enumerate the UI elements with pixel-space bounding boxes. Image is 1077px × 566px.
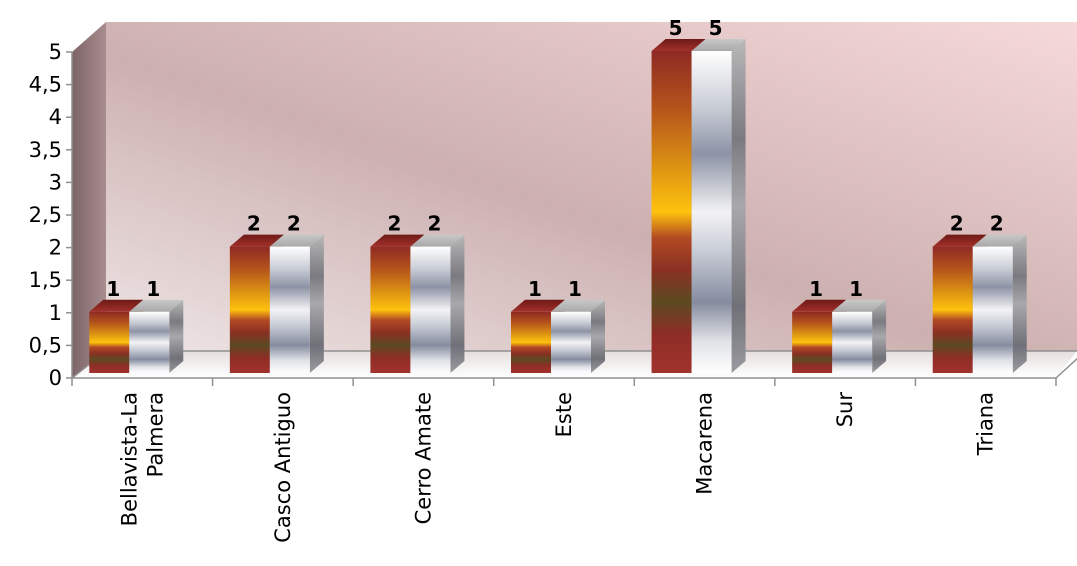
bar-top	[229, 234, 284, 247]
bar	[651, 51, 692, 373]
x-tick-label-line: Macarena	[693, 392, 717, 495]
x-tick-label-line: Sur	[833, 392, 857, 428]
y-tick-label: 3,5	[29, 138, 62, 162]
bar	[932, 246, 973, 373]
x-tick-label-line: Triana	[974, 392, 998, 456]
bar-top	[651, 39, 706, 51]
data-label: 2	[427, 212, 441, 236]
y-tick-label: 1,5	[29, 268, 62, 292]
y-tick-label: 2,5	[29, 203, 62, 227]
data-label: 5	[709, 16, 723, 40]
bar-top	[129, 299, 184, 312]
x-tick-label: Este	[552, 392, 576, 437]
bar-top	[932, 234, 987, 247]
data-label: 5	[669, 16, 683, 40]
data-label: 1	[146, 277, 160, 301]
x-axis-depth-edge	[1055, 357, 1077, 379]
bar	[972, 246, 1013, 373]
bar	[511, 311, 551, 373]
x-tick-label: Bellavista-LaPalmera	[117, 392, 167, 526]
bar	[129, 311, 170, 373]
x-tick-label: Casco Antiguo	[271, 392, 295, 543]
bar-side	[309, 234, 324, 373]
bar-top	[370, 234, 425, 247]
bar-side	[591, 299, 605, 373]
data-label: 2	[950, 212, 964, 236]
bar	[269, 246, 310, 373]
bar-top	[410, 234, 465, 247]
y-tick-label: 5	[49, 40, 62, 64]
bar-top	[511, 299, 565, 312]
x-tick-label-line: Cerro Amate	[411, 392, 435, 524]
x-tick-label-line: Casco Antiguo	[271, 392, 295, 543]
bar	[370, 246, 411, 373]
bar	[551, 311, 591, 373]
bar	[792, 311, 833, 373]
x-tick-label: Cerro Amate	[411, 392, 435, 524]
data-label: 1	[106, 277, 120, 301]
data-label: 1	[849, 277, 863, 301]
y-tick-label: 4,5	[29, 73, 62, 97]
data-label: 1	[568, 277, 582, 301]
bar-top	[551, 299, 605, 312]
chart-back-wall	[106, 22, 1077, 351]
x-tick-label: Triana	[974, 392, 998, 456]
bar-side	[731, 39, 746, 373]
bar-side	[1012, 234, 1027, 373]
bar-side	[872, 299, 887, 373]
data-label: 2	[287, 212, 301, 236]
bar-top	[89, 299, 144, 312]
bar-side	[450, 234, 465, 373]
bar	[410, 246, 451, 373]
bar	[229, 246, 270, 373]
x-tick-label-line: Este	[552, 392, 576, 437]
data-label: 1	[528, 277, 542, 301]
x-tick-label: Macarena	[693, 392, 717, 495]
bar	[89, 311, 130, 373]
data-label: 1	[809, 277, 823, 301]
chart-side-wall	[72, 22, 106, 378]
data-label: 2	[247, 212, 261, 236]
y-tick-label: 4	[49, 105, 62, 129]
y-tick-label: 3	[49, 170, 62, 194]
bar-top	[792, 299, 847, 312]
data-label: 2	[387, 212, 401, 236]
bar	[832, 311, 873, 373]
x-tick-label-line: Palmera	[143, 392, 167, 477]
bar-side	[169, 299, 184, 373]
x-tick-label: Sur	[833, 392, 857, 428]
y-tick-label: 0,5	[29, 333, 62, 357]
bar-top	[691, 39, 746, 51]
x-tick-label-line: Bellavista-La	[117, 392, 141, 526]
y-tick-label: 1	[49, 301, 62, 325]
y-tick-label: 2	[49, 236, 62, 260]
bar-top	[832, 299, 887, 312]
y-tick-label: 0	[49, 366, 62, 390]
bar-top	[269, 234, 324, 247]
bar-top	[972, 234, 1027, 247]
bar	[691, 51, 732, 373]
data-label: 2	[990, 212, 1004, 236]
